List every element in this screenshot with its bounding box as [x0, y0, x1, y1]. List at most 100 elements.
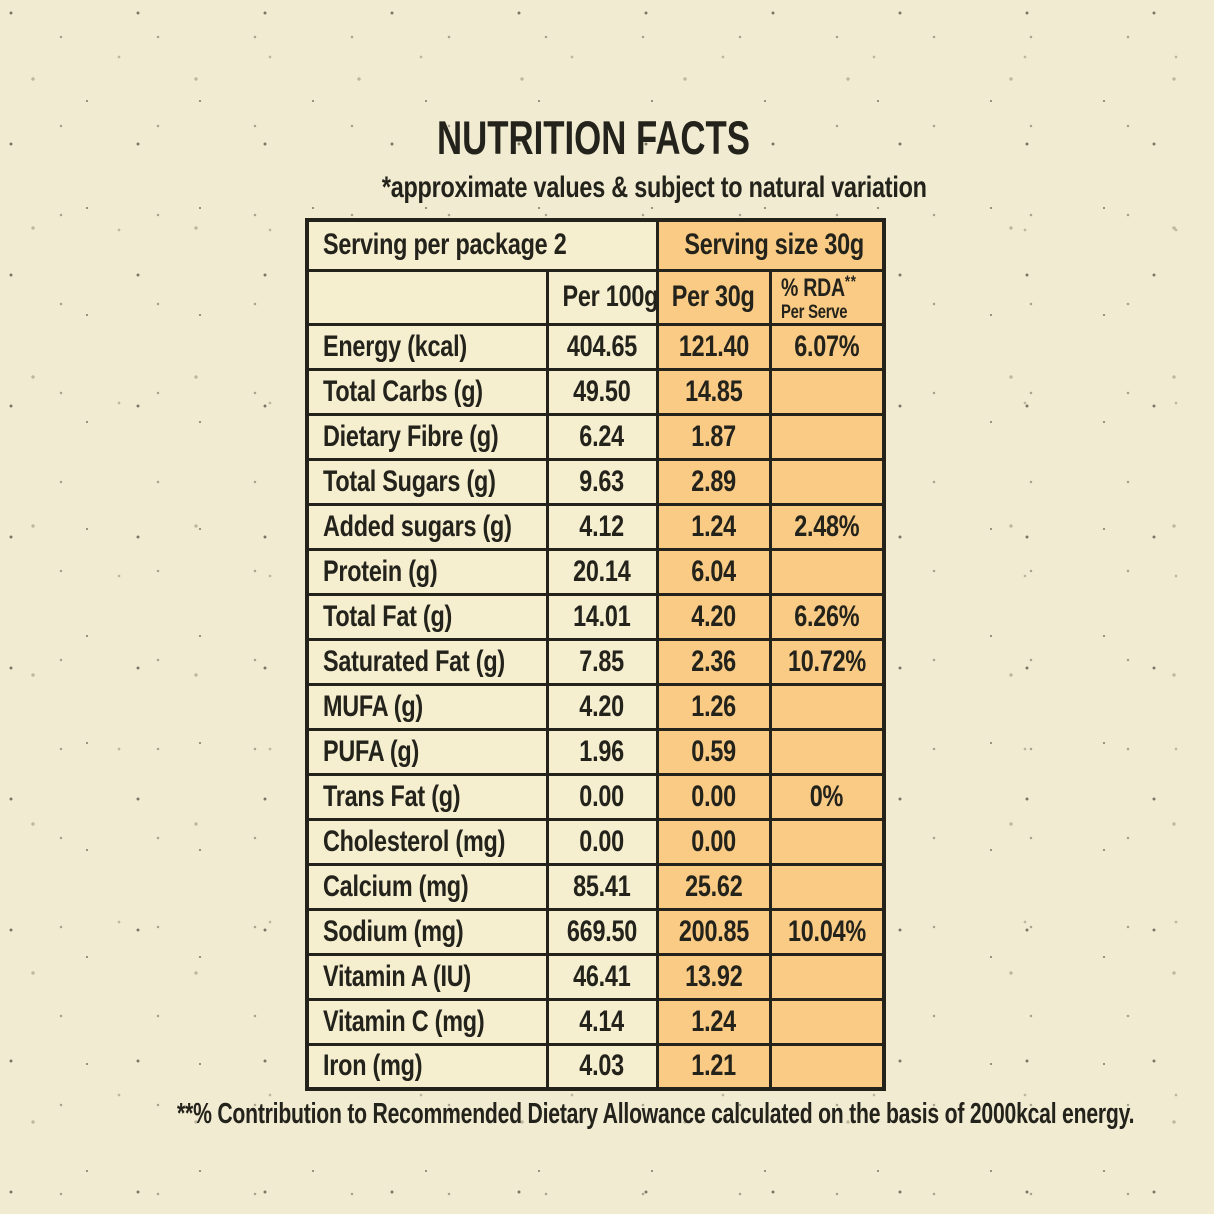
rda-value: 0%	[810, 779, 844, 813]
nutrient-label: Cholesterol (mg)	[323, 824, 506, 858]
per-100g-value: 404.65	[566, 329, 638, 363]
per-100g-cell: 669.50	[545, 907, 659, 956]
rda-value: 10.04%	[787, 914, 866, 948]
per-100g-value: 85.41	[573, 869, 631, 903]
per-30g-cell: 1.26	[655, 682, 772, 731]
rda-cell	[768, 412, 886, 461]
per-30g-cell: 4.20	[655, 592, 772, 641]
rda-cell	[768, 1042, 886, 1091]
per-100g-header-text: Per 100g	[561, 280, 657, 313]
rda-value: 6.07%	[794, 329, 860, 363]
nutrient-label-cell: Total Carbs (g)	[305, 367, 549, 416]
per-30g-value: 6.04	[691, 554, 736, 588]
per-30g-cell: 1.87	[655, 412, 772, 461]
per-30g-value: 0.59	[691, 734, 736, 768]
per-100g-value: 7.85	[579, 644, 625, 678]
nutrient-label: PUFA (g)	[323, 734, 420, 768]
table-row-added-sugars: Added sugars (g) 4.12 1.24 2.48%	[305, 502, 886, 551]
nutrient-label: MUFA (g)	[323, 689, 423, 723]
nutrition-facts-table: Serving per package 2 Serving size 30g P…	[305, 218, 886, 1091]
table-row-vitamin-a: Vitamin A (IU) 46.41 13.92	[305, 952, 886, 1001]
per-30g-cell: 0.59	[655, 727, 772, 776]
per-100g-value: 1.96	[579, 734, 625, 768]
per-30g-cell: 2.36	[655, 637, 772, 686]
rda-cell: 10.72%	[768, 637, 886, 686]
nutrient-label-cell: MUFA (g)	[305, 682, 549, 731]
rda-cell	[768, 457, 886, 506]
table-row-calcium: Calcium (mg) 85.41 25.62	[305, 862, 886, 911]
table-row-iron: Iron (mg) 4.03 1.21	[305, 1042, 886, 1091]
per-100g-value: 14.01	[573, 599, 631, 633]
serving-size-cell: Serving size 30g	[655, 218, 886, 272]
empty-header-cell	[305, 268, 549, 326]
per-30g-cell: 1.24	[655, 502, 772, 551]
per-100g-value: 0.00	[579, 824, 625, 858]
table-row-mufa: MUFA (g) 4.20 1.26	[305, 682, 886, 731]
per-30g-cell: 1.21	[655, 1042, 772, 1091]
nutrient-label: Calcium (mg)	[323, 869, 469, 903]
nutrient-label: Vitamin C (mg)	[323, 1004, 485, 1038]
per-100g-cell: 46.41	[545, 952, 659, 1001]
per-30g-value: 1.24	[691, 509, 736, 543]
rda-per-serve-text: Per Serve	[780, 301, 848, 323]
rda-cell	[768, 997, 886, 1046]
nutrient-label: Total Carbs (g)	[323, 374, 483, 408]
table-row-dietary-fibre: Dietary Fibre (g) 6.24 1.87	[305, 412, 886, 461]
per-30g-value: 14.85	[684, 374, 743, 408]
rda-cell	[768, 367, 886, 416]
rda-cell	[768, 817, 886, 866]
table-row-protein: Protein (g) 20.14 6.04	[305, 547, 886, 596]
nutrient-label-cell: Calcium (mg)	[305, 862, 549, 911]
rda-cell	[768, 862, 886, 911]
per-30g-cell: 6.04	[655, 547, 772, 596]
per-30g-cell: 0.00	[655, 772, 772, 821]
per-30g-value: 1.24	[691, 1004, 736, 1038]
nutrient-label: Energy (kcal)	[323, 329, 467, 363]
nutrient-label-cell: Vitamin C (mg)	[305, 997, 549, 1046]
column-header-row: Per 100g Per 30g % RDA** Per Serve	[305, 268, 886, 326]
rda-cell: 2.48%	[768, 502, 886, 551]
nutrient-label-cell: Saturated Fat (g)	[305, 637, 549, 686]
per-30g-cell: 0.00	[655, 817, 772, 866]
per-30g-cell: 121.40	[655, 322, 772, 371]
table-row-total-carbs: Total Carbs (g) 49.50 14.85	[305, 367, 886, 416]
nutrient-label-cell: Cholesterol (mg)	[305, 817, 549, 866]
nutrient-label-cell: Energy (kcal)	[305, 322, 549, 371]
rda-cell	[768, 547, 886, 596]
page-subtitle-text: *approximate values & subject to natural…	[381, 171, 927, 204]
rda-cell: 6.26%	[768, 592, 886, 641]
per-100g-header-cell: Per 100g	[545, 268, 659, 326]
nutrient-label-cell: Dietary Fibre (g)	[305, 412, 549, 461]
rda-value: 2.48%	[794, 509, 860, 543]
rda-cell	[768, 952, 886, 1001]
nutrient-label: Sodium (mg)	[323, 914, 464, 948]
nutrient-label-cell: Trans Fat (g)	[305, 772, 549, 821]
nutrient-label: Vitamin A (IU)	[323, 959, 471, 993]
rda-cell	[768, 727, 886, 776]
per-100g-cell: 4.03	[545, 1042, 659, 1091]
nutrient-label: Iron (mg)	[323, 1049, 423, 1083]
page-title: NUTRITION FACTS	[380, 110, 807, 165]
per-100g-value: 20.14	[573, 554, 631, 588]
rda-double-asterisk: **	[844, 271, 857, 291]
per-30g-value: 13.92	[684, 959, 743, 993]
nutrient-label-cell: PUFA (g)	[305, 727, 549, 776]
per-100g-cell: 14.01	[545, 592, 659, 641]
per-100g-cell: 7.85	[545, 637, 659, 686]
nutrient-label-cell: Iron (mg)	[305, 1042, 549, 1091]
serving-per-package-cell: Serving per package 2	[305, 218, 659, 272]
per-30g-value: 4.20	[691, 599, 736, 633]
rda-header-bottom: Per Serve	[780, 301, 882, 323]
heading-block: NUTRITION FACTS *approximate values & su…	[305, 110, 927, 205]
per-100g-cell: 0.00	[545, 772, 659, 821]
per-30g-cell: 13.92	[655, 952, 772, 1001]
per-30g-cell: 14.85	[655, 367, 772, 416]
per-100g-value: 4.03	[579, 1049, 625, 1083]
rda-cell: 0%	[768, 772, 886, 821]
table-row-trans-fat: Trans Fat (g) 0.00 0.00 0%	[305, 772, 886, 821]
nutrient-label: Protein (g)	[323, 554, 438, 588]
per-30g-value: 0.00	[691, 824, 736, 858]
rda-cell: 6.07%	[768, 322, 886, 371]
per-30g-value: 0.00	[691, 779, 736, 813]
